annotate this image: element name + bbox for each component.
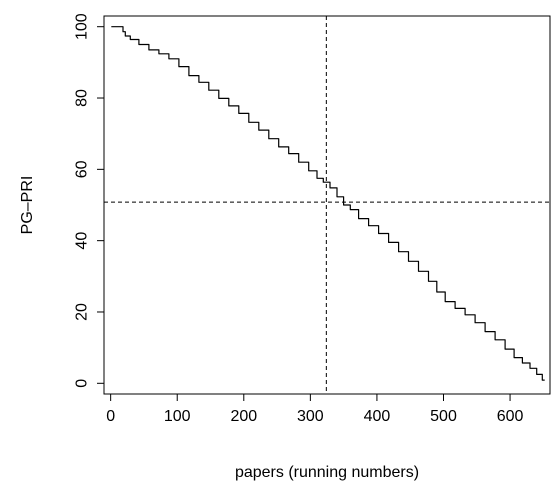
x-tick-label: 300 (297, 408, 324, 425)
y-tick-label: 60 (74, 160, 91, 178)
y-tick-label: 100 (74, 13, 91, 40)
y-axis-title: PG–PRI (19, 176, 36, 235)
x-tick-label: 0 (106, 408, 115, 425)
reference-lines (104, 16, 550, 394)
plot-box (103, 15, 551, 395)
series-layer (111, 26, 545, 381)
x-tick-label: 500 (430, 408, 457, 425)
x-axis-title: papers (running numbers) (235, 464, 419, 481)
y-axis: 0 20 40 60 80 100 (74, 13, 104, 388)
y-tick-label: 0 (74, 379, 91, 388)
y-tick-label: 80 (74, 89, 91, 107)
x-tick-label: 600 (497, 408, 524, 425)
series-line (111, 26, 545, 381)
y-tick-label: 40 (74, 232, 91, 250)
x-axis: 0 100 200 300 400 500 600 (106, 394, 524, 425)
x-tick-label: 200 (230, 408, 257, 425)
y-tick-label: 20 (74, 303, 91, 321)
x-tick-label: 400 (364, 408, 391, 425)
x-tick-label: 100 (164, 408, 191, 425)
